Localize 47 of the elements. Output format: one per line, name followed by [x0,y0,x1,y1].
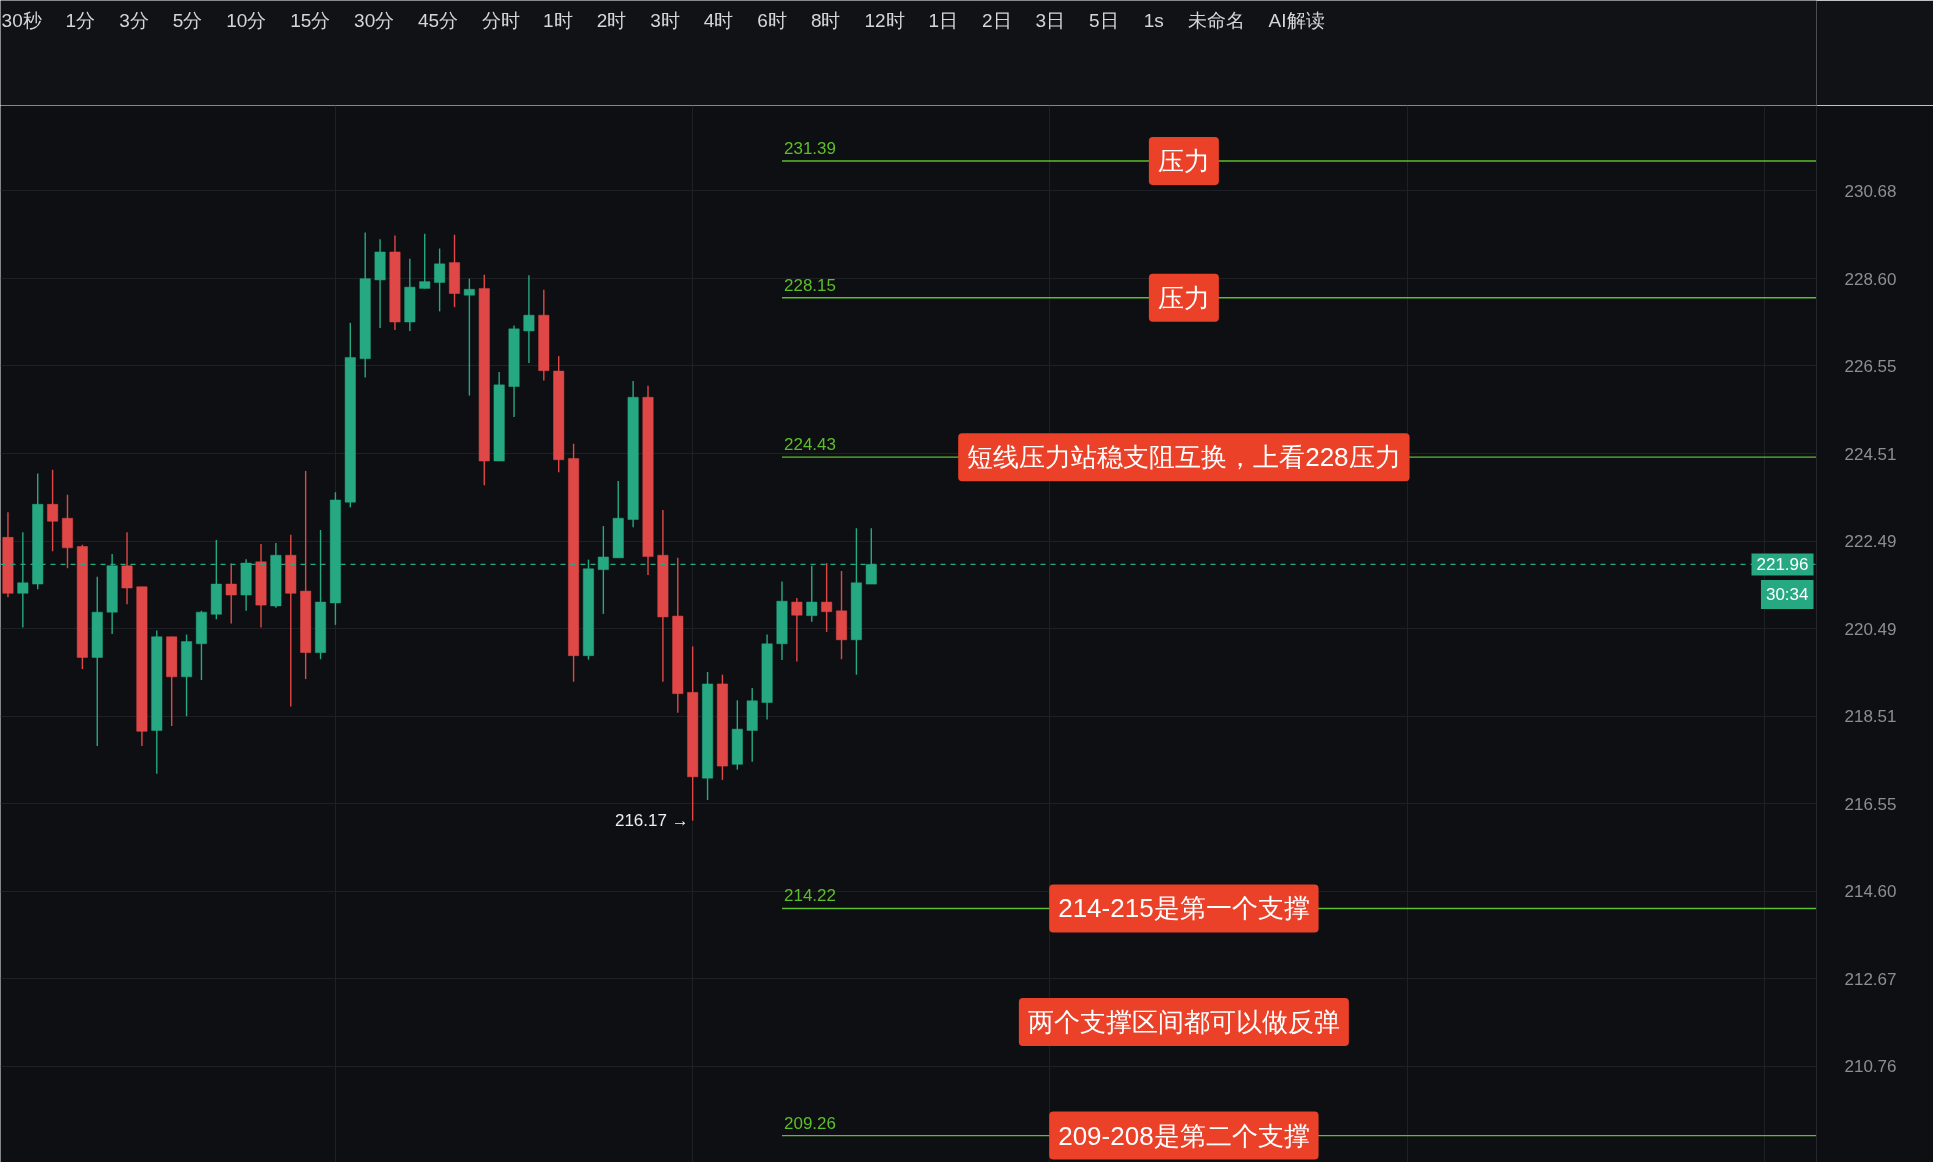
text: 4时 [703,10,734,31]
text: 5日 [1089,10,1119,31]
text: 6时 [757,10,787,31]
annotation: 209-208是第二个支撑 [1058,1120,1310,1151]
text: 2时 [596,10,627,31]
ref-line-label: 231.39 [783,139,836,159]
y-tick-label: 212.67 [1844,969,1897,989]
ref-line-label: 209.26 [783,1113,836,1133]
y-tick-label: 230.68 [1844,181,1897,201]
text: 3时 [650,10,680,31]
text: 5分 [172,10,203,31]
annotation: 压力 [1157,282,1210,313]
text: 8时 [810,10,841,31]
text: 10分 [226,10,267,31]
ref-line-label: 221.96 30:34 [1756,555,1809,604]
y-tick-label: 228.60 [1844,269,1897,289]
text: 1分 [65,10,96,31]
text: 1时 [543,10,573,31]
text: 1日 [928,10,958,31]
annotation: 短线压力站稳支阻互换，上看228压力 [967,442,1401,473]
ref-line-label: 214.22 [783,886,836,906]
text: 未命名 [1187,10,1245,31]
y-tick-label: 220.49 [1844,619,1897,639]
text: 45分 [417,10,459,31]
ref-line-label: 228.15 [783,275,836,295]
text: 2日 [981,10,1012,31]
y-tick-label: 218.51 [1844,707,1897,727]
text: AI解读 [1268,10,1325,31]
y-tick-label: 224.51 [1844,444,1897,464]
y-tick-label: 222.49 [1844,532,1897,552]
text: 3分 [119,10,149,31]
text: 3日 [1035,10,1066,31]
y-tick-label: 226.55 [1844,356,1897,376]
text: 15分 [290,10,331,31]
annotation: 214-215是第一个支撑 [1058,893,1310,924]
text: 12时 [864,10,905,31]
y-tick-label: 214.60 [1844,882,1897,902]
annotation: 两个支撑区间都可以做反弹 [1027,1007,1340,1038]
text: 分时 [481,10,520,31]
y-tick-label: 210.76 [1844,1057,1897,1077]
text: 1s [1143,10,1164,31]
y-tick-label: 216.55 [1844,794,1897,814]
annotation: 压力 [1157,146,1210,177]
text: 30分 [354,10,395,31]
text: 30秒 [1,10,42,31]
text: 216.17 → [614,811,689,831]
ref-line-label: 224.43 [783,435,836,455]
